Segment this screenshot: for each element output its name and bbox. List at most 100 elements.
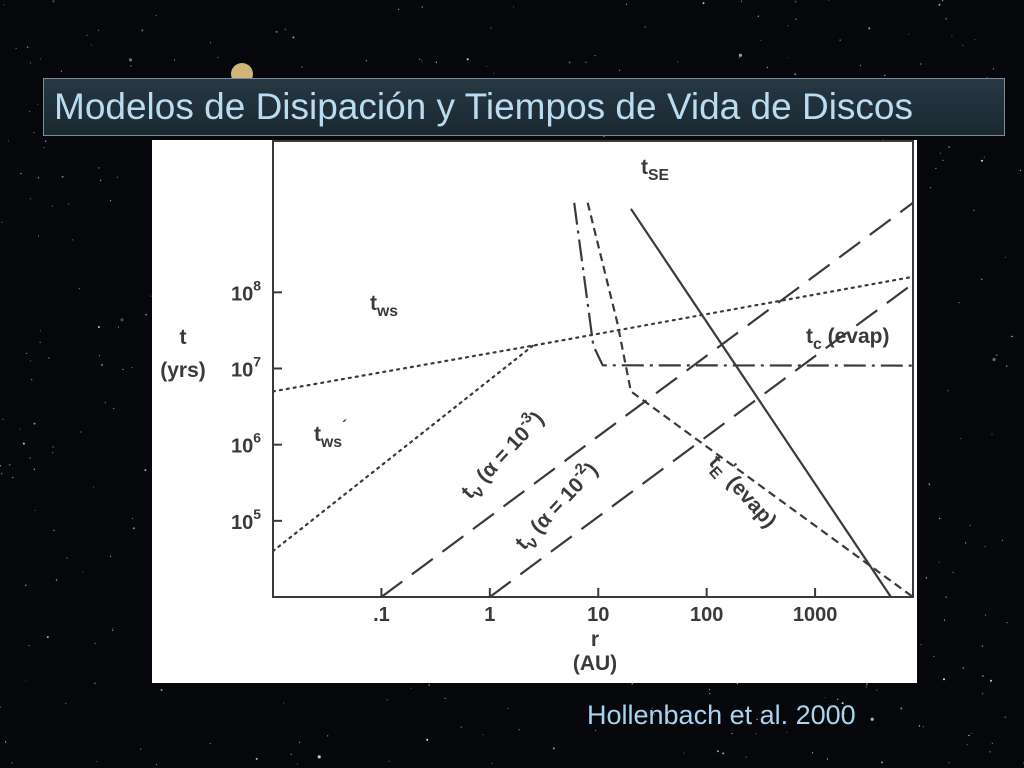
series-line-tws_prime: [273, 344, 535, 553]
star: [920, 63, 922, 65]
star: [86, 34, 88, 36]
star: [968, 734, 970, 737]
star: [29, 198, 32, 200]
star: [52, 452, 54, 454]
star: [683, 752, 685, 754]
star: [284, 28, 287, 31]
series-label-tws_prime: tws´: [314, 418, 347, 451]
star: [275, 30, 278, 33]
star: [490, 27, 492, 29]
star: [155, 764, 158, 766]
star: [298, 741, 301, 743]
star: [66, 557, 68, 559]
star: [217, 56, 219, 59]
star: [428, 684, 430, 686]
star: [859, 64, 862, 66]
star: [594, 55, 596, 57]
star: [865, 686, 867, 688]
star: [990, 679, 992, 682]
star: [388, 760, 390, 762]
star: [958, 302, 960, 304]
series-line-tnu_a3: [380, 201, 913, 597]
star: [112, 628, 114, 630]
star: [939, 152, 942, 154]
star: [794, 73, 797, 76]
star: [981, 675, 984, 677]
star: [327, 735, 329, 737]
star: [51, 205, 54, 207]
star: [37, 177, 40, 179]
star: [973, 209, 975, 211]
star: [37, 103, 39, 105]
star: [986, 76, 988, 78]
plot-frame: [272, 140, 914, 598]
star: [52, 446, 54, 448]
star: [132, 517, 134, 520]
star: [1, 473, 3, 475]
star: [2, 418, 4, 420]
y-axis-unit: (yrs): [160, 359, 206, 382]
star: [984, 545, 986, 548]
star: [826, 758, 829, 760]
star: [150, 295, 152, 297]
star: [811, 752, 814, 754]
star: [80, 431, 82, 433]
star: [110, 555, 112, 557]
title-bar: Modelos de Disipación y Tiempos de Vida …: [43, 78, 1005, 136]
series-label-tc: tc (evap): [806, 325, 889, 353]
star: [68, 203, 70, 205]
star: [421, 6, 423, 8]
star: [209, 42, 212, 44]
star: [948, 762, 950, 764]
star: [920, 644, 922, 646]
series-label-tws: tws: [370, 292, 398, 320]
star: [11, 762, 13, 764]
series-line-tnu_a2: [489, 282, 913, 597]
star: [996, 354, 998, 356]
x-axis-unit: (AU): [573, 652, 617, 675]
star: [482, 734, 484, 736]
star: [918, 725, 921, 727]
star: [52, 0, 55, 3]
star: [33, 468, 35, 470]
star: [100, 179, 102, 181]
star: [965, 542, 967, 544]
star: [513, 6, 515, 8]
star: [104, 402, 106, 404]
star: [155, 14, 157, 17]
star: [969, 524, 971, 526]
star: [1004, 716, 1007, 719]
star: [629, 715, 632, 718]
y-tick-label: 107: [231, 354, 261, 382]
star: [12, 476, 14, 479]
star: [935, 167, 937, 169]
star: [25, 680, 27, 682]
star: [518, 729, 520, 731]
star: [82, 571, 84, 573]
star: [101, 364, 104, 366]
star: [1011, 335, 1013, 337]
star: [884, 74, 886, 76]
star: [960, 437, 962, 440]
star: [731, 732, 733, 735]
star: [128, 58, 133, 62]
star: [140, 748, 142, 750]
star: [992, 357, 996, 362]
star: [552, 747, 555, 750]
star: [53, 529, 55, 532]
star: [34, 509, 36, 511]
star: [15, 47, 17, 50]
star: [29, 110, 31, 113]
star: [160, 689, 163, 691]
y-tick-label: 108: [231, 277, 261, 305]
star: [870, 717, 874, 721]
star: [29, 360, 32, 362]
star: [8, 463, 11, 466]
star: [426, 738, 429, 741]
star: [982, 693, 984, 695]
star: [43, 146, 45, 149]
star: [938, 3, 941, 6]
series-line-tws: [273, 275, 913, 393]
star: [46, 636, 49, 639]
star: [941, 0, 944, 1]
